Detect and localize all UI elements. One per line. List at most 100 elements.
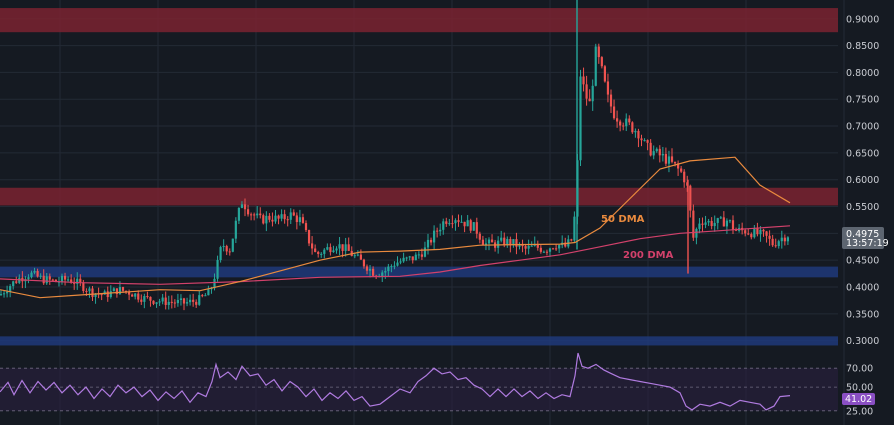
candle-body [277,215,280,219]
candle-body [210,288,213,290]
candle-body [179,298,183,301]
candle-body [70,279,73,283]
candle-body [134,293,137,297]
candle-body [585,84,588,99]
candle-body [402,257,405,262]
candle-body [500,237,503,241]
price-tick-label: 0.9000 [846,14,879,25]
candle-body [673,161,677,164]
candle-body [704,222,707,225]
candle-body [658,148,661,156]
rsi-line [0,352,791,411]
candle-body [167,301,170,305]
candle-body [646,140,649,143]
candle-body [564,242,567,247]
candle-body [100,294,103,296]
rsi-band [0,368,838,411]
candle-body [185,302,189,304]
candle-body [625,118,628,127]
candle-body [466,220,469,227]
candlestick-series[interactable] [0,0,789,311]
candle-body [88,288,91,292]
candle-body [475,222,478,234]
candle-body [253,214,256,216]
candle-body [63,275,67,280]
candle-body [689,185,692,211]
candle-body [628,118,631,123]
candle-body [121,287,125,291]
candle-body [399,261,402,263]
candle-body [280,214,283,219]
candle-body [558,245,561,249]
candle-body [372,268,375,276]
candle-body [396,262,399,266]
candle-body [225,246,228,252]
candle-body [512,239,515,246]
ma200-line [0,225,791,285]
candle-body [94,293,97,297]
candle-body [597,46,600,58]
candle-body [128,291,131,295]
candle-body [33,271,36,273]
candle-body [301,217,305,224]
candle-body [329,247,332,253]
candle-body [222,246,225,248]
candle-body [30,272,33,278]
candle-body [283,214,286,220]
candle-body [149,296,152,301]
candle-body [695,228,698,238]
candle-body [591,85,594,102]
candle-body [311,243,314,249]
price-tick-label: 0.5500 [846,202,879,213]
price-axis[interactable]: 0.9000 0.8500 0.8000 0.7500 0.7000 0.6500 0.60… [846,14,879,347]
candle-body [606,81,610,95]
candle-body [274,215,277,222]
candle-body [433,230,436,243]
candle-body [256,213,259,216]
moving-averages [0,156,791,299]
candle-body [161,297,164,302]
candle-body [365,266,369,271]
candle-body [728,220,732,222]
candle-body [759,229,762,235]
candle-body [384,271,387,273]
price-tick-label: 0.4000 [846,282,879,293]
candle-body [509,239,512,246]
candle-body [774,245,777,247]
candle-body [137,293,140,300]
candle-body [655,148,658,152]
candle-body [240,204,244,208]
candle-body [152,300,155,304]
price-tick-label: 0.8000 [846,68,879,79]
current-price-tag: 0.4975 13:57:19 [842,227,889,249]
candle-body [768,235,771,239]
resistance-zone [0,8,838,33]
candle-body [762,229,765,232]
candle-body [490,239,494,243]
candle-body [76,278,79,284]
candle-body [622,125,625,127]
candle-body [551,248,555,250]
candle-body [27,277,30,280]
candle-body [204,295,207,297]
ma50-line [0,156,791,299]
support-resistance-zones [0,8,838,346]
candle-body [442,221,445,230]
candle-body [634,130,637,133]
rsi-pane[interactable]: 70.00 50.00 25.00 [0,352,873,417]
candle-body [198,295,201,305]
candle-body [777,241,780,247]
candle-body [570,239,573,241]
candle-body [216,260,219,279]
candle-body [677,163,680,169]
candle-body [39,275,42,277]
candle-body [45,276,48,284]
candle-body [454,220,457,224]
bar-countdown: 13:57:19 [846,238,889,249]
candle-body [243,204,247,210]
candle-body [515,239,518,247]
candle-body [747,233,750,235]
candle-body [170,301,173,303]
candle-body [182,298,186,304]
